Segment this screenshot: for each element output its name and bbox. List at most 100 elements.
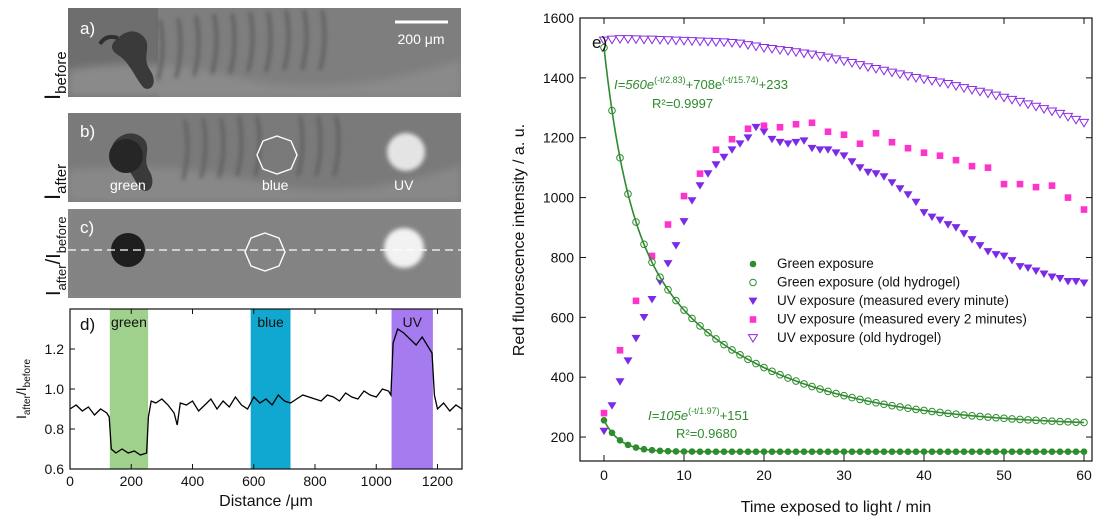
data-point xyxy=(815,146,825,154)
data-point xyxy=(927,213,937,222)
data-point xyxy=(728,135,736,143)
data-point xyxy=(807,144,817,153)
data-point xyxy=(670,36,682,46)
data-point xyxy=(1048,182,1056,189)
band-blue xyxy=(250,309,291,469)
legend-marker xyxy=(748,297,758,306)
panel-d-label: d) xyxy=(80,315,95,334)
data-point xyxy=(854,61,866,71)
legend-marker xyxy=(749,316,757,323)
data-point xyxy=(824,128,832,136)
data-point xyxy=(606,35,618,45)
svg-text:Iafter: Iafter xyxy=(40,164,70,200)
data-point xyxy=(895,185,905,193)
legend-marker xyxy=(747,334,759,344)
data-point xyxy=(791,138,801,147)
band-green xyxy=(109,309,149,469)
data-point xyxy=(935,216,945,225)
data-point xyxy=(823,146,833,154)
data-point xyxy=(1039,270,1049,278)
data-point xyxy=(758,44,770,53)
data-point xyxy=(790,48,802,58)
data-point xyxy=(902,72,914,82)
data-point xyxy=(742,41,754,50)
data-point xyxy=(630,35,642,45)
data-point xyxy=(903,191,913,199)
e-xtick-label: 20 xyxy=(756,467,772,483)
data-point xyxy=(727,146,737,154)
data-point xyxy=(855,164,865,172)
data-point xyxy=(782,47,794,56)
data-point xyxy=(806,50,818,60)
data-point xyxy=(799,137,809,145)
data-point xyxy=(744,125,752,133)
data-point xyxy=(1038,105,1050,115)
data-point xyxy=(968,162,976,170)
data-point xyxy=(991,251,1001,259)
e-ytick-label: 200 xyxy=(551,429,575,445)
data-point xyxy=(950,82,962,91)
data-point xyxy=(814,52,826,62)
data-point xyxy=(607,402,617,410)
panel-a-image: a) 200 μm xyxy=(68,8,461,97)
data-point xyxy=(1023,264,1033,272)
data-point xyxy=(703,170,713,178)
e-ytick-label: 800 xyxy=(551,249,575,265)
data-point xyxy=(1032,183,1040,191)
data-point xyxy=(808,119,816,127)
data-point xyxy=(696,170,704,177)
svg-text:Iafter/Ibefore: Iafter/Ibefore xyxy=(43,216,69,296)
data-point xyxy=(616,346,624,354)
data-point xyxy=(990,91,1002,101)
data-point xyxy=(735,140,745,148)
legend-label: UV exposure (old hydrogel) xyxy=(777,330,941,345)
data-point xyxy=(615,378,625,386)
panel-e-chart: 0 10 20 30 40 50 60 200 400 600 800 1000 1200 1400 160… xyxy=(511,10,1093,516)
data-point xyxy=(695,182,705,190)
legend-label: UV exposure (measured every minute) xyxy=(777,293,1009,308)
legend-label: Green exposure xyxy=(777,256,874,271)
data-point xyxy=(759,128,769,136)
data-point xyxy=(694,37,706,47)
data-point xyxy=(918,75,930,85)
data-point xyxy=(1016,180,1024,188)
data-point xyxy=(599,427,609,436)
data-point xyxy=(798,49,810,59)
panel-b-row-label: Iafter xyxy=(40,164,70,200)
row-label-sub: before xyxy=(53,51,70,94)
data-point xyxy=(664,221,672,228)
data-point xyxy=(959,230,969,238)
data-point xyxy=(792,120,800,128)
fit-equation-old: I=560e(-t/2.83)+708e(-t/15.74)+233 xyxy=(614,75,788,92)
data-point xyxy=(911,198,921,207)
data-point xyxy=(734,39,746,49)
data-point xyxy=(1022,100,1034,110)
data-point xyxy=(776,123,784,131)
data-point xyxy=(680,192,688,200)
panel-e-ylabel: Red fluorescence intensity / a. u. xyxy=(511,124,528,356)
e-ytick-label: 1600 xyxy=(543,10,574,26)
panel-b-image: b) green blue UV xyxy=(68,113,461,202)
data-point xyxy=(775,138,785,147)
data-point xyxy=(863,168,873,177)
row-label-i: I xyxy=(40,94,65,100)
data-point xyxy=(886,68,898,78)
data-point xyxy=(839,152,849,160)
data-point xyxy=(872,129,880,137)
e-xtick-label: 30 xyxy=(836,467,852,483)
band-label-green: green xyxy=(111,314,147,330)
e-xtick-label: 50 xyxy=(996,467,1012,483)
data-point xyxy=(671,242,681,250)
data-point xyxy=(1046,107,1058,117)
scale-bar-label: 200 μm xyxy=(398,31,445,47)
data-point xyxy=(958,84,970,94)
data-point xyxy=(648,252,656,260)
spot-label-uv: UV xyxy=(394,177,414,193)
panel-e-xlabel: Time exposed to light / min xyxy=(741,499,932,516)
data-point xyxy=(967,236,977,244)
data-point xyxy=(600,416,608,424)
data-point xyxy=(767,135,777,144)
d-ytick-label: 0.8 xyxy=(45,421,65,437)
data-point xyxy=(1070,115,1082,125)
panel-e-axes xyxy=(579,17,1093,462)
